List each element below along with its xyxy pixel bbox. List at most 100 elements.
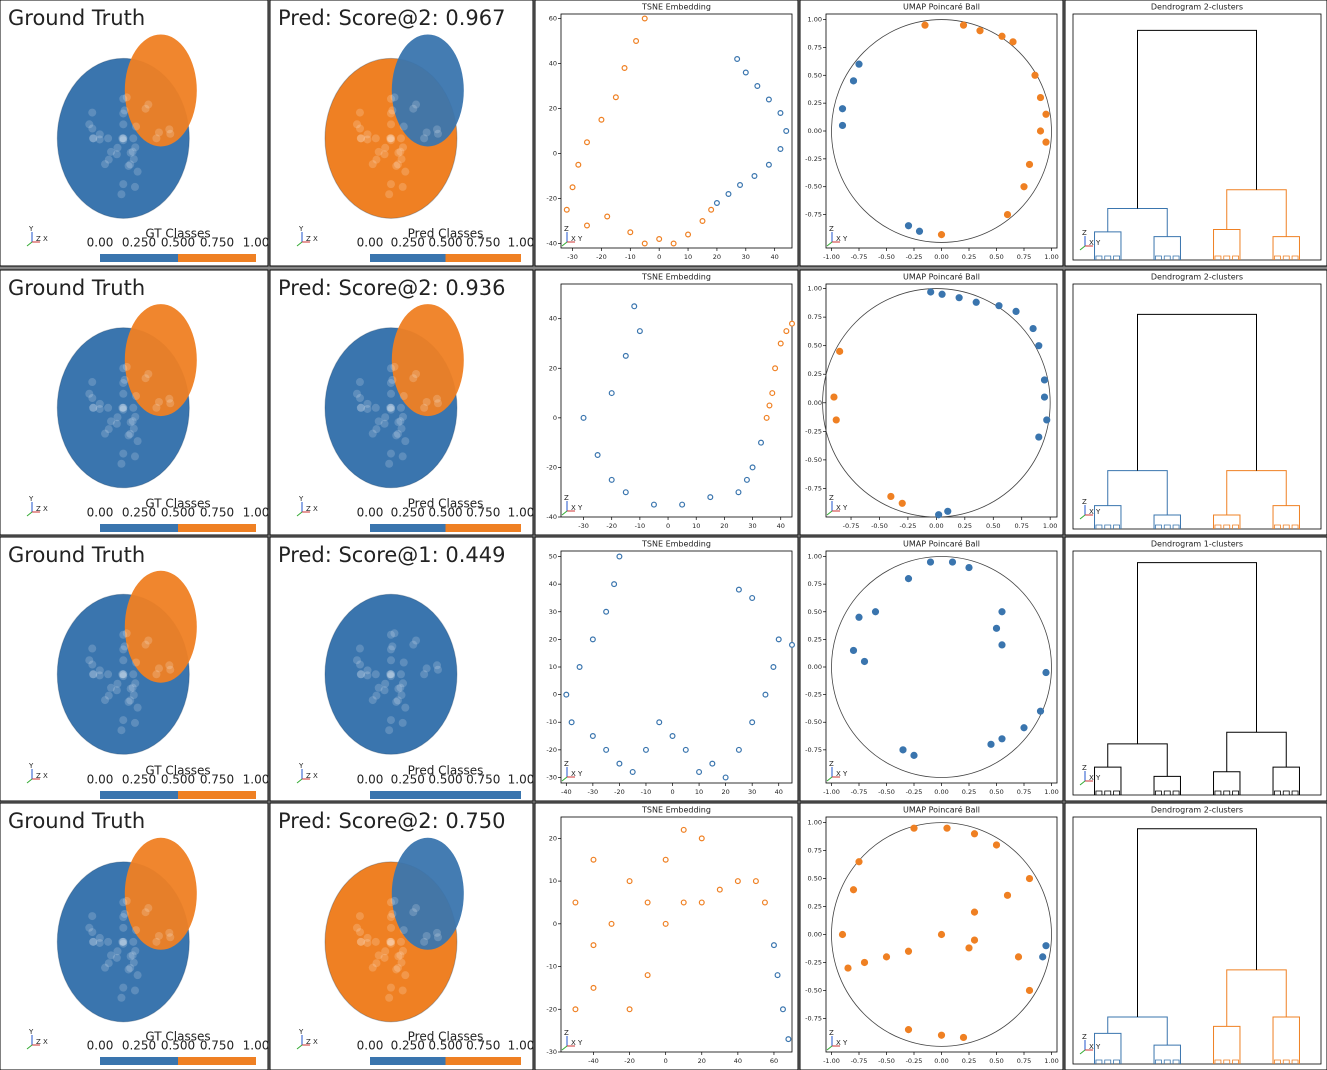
triad-label: Y	[28, 495, 34, 503]
y-tick-label: -0.75	[805, 484, 822, 492]
triad-label: Y	[298, 762, 304, 770]
point-texture	[119, 672, 128, 681]
scatter-point	[937, 231, 946, 239]
point-texture	[104, 691, 113, 700]
scatter-point	[626, 878, 633, 885]
scatter-point	[1025, 160, 1034, 169]
point-texture	[393, 963, 402, 972]
scatter-point	[832, 416, 840, 424]
point-texture	[119, 630, 128, 639]
scatter-point	[1036, 707, 1045, 715]
x-tick-label: -40	[588, 1057, 599, 1065]
point-texture	[374, 683, 383, 692]
triad-label: Z	[306, 235, 311, 243]
scatter-point	[682, 746, 689, 753]
plot-title: UMAP Poincaré Ball	[903, 539, 980, 549]
triad-axis	[561, 1045, 568, 1051]
dendrogram-link	[1153, 1044, 1181, 1064]
point-texture	[89, 670, 98, 679]
panel-background	[799, 0, 1064, 267]
point-texture	[129, 691, 138, 700]
x-tick-label: 10	[695, 788, 703, 796]
triad-label: Z	[306, 772, 311, 780]
point-texture	[422, 931, 431, 940]
triad-label: Z	[829, 760, 834, 768]
point-texture	[112, 953, 121, 962]
x-tick-label: 0.50	[989, 788, 1003, 796]
triad-label: X	[313, 235, 318, 243]
point-texture	[117, 993, 126, 1002]
scatter-point	[735, 746, 742, 753]
dendrogram-root	[1137, 29, 1257, 209]
point-texture	[119, 134, 128, 143]
point-texture	[433, 661, 442, 670]
scatter-point	[938, 290, 946, 298]
point-texture	[88, 928, 97, 937]
x-tick-label: 1.00	[1044, 788, 1058, 796]
point-texture	[368, 160, 377, 169]
point-texture	[101, 429, 110, 438]
point-texture	[130, 452, 139, 461]
triad-axis	[826, 510, 833, 516]
point-texture	[390, 629, 399, 638]
triad-label: X	[43, 235, 48, 243]
point-texture	[128, 951, 137, 960]
scatter-point	[1040, 393, 1049, 401]
point-texture	[132, 392, 141, 401]
colorbar-segment	[445, 524, 521, 532]
point-texture	[385, 190, 394, 199]
dendrogram-leaf	[1113, 1059, 1120, 1064]
point-texture	[356, 660, 365, 669]
scatter-point	[590, 856, 597, 863]
point-texture	[397, 424, 406, 433]
point-texture	[132, 122, 141, 131]
point-texture	[119, 403, 128, 412]
scatter-point	[783, 128, 790, 135]
colorbar-tick-label: 0.750	[200, 236, 234, 250]
triad-label: Y	[28, 762, 34, 770]
scatter-point	[992, 841, 1001, 849]
colorbar-label: GT Classes	[145, 497, 210, 511]
scatter-point	[860, 657, 869, 666]
point-texture	[113, 947, 122, 956]
x-tick-label: -1.00	[823, 1057, 840, 1065]
scatter-point	[915, 227, 924, 235]
point-texture	[101, 696, 110, 705]
y-tick-label: -0.25	[805, 691, 822, 699]
dendrogram-leaf	[1214, 1059, 1222, 1064]
scatter-point	[590, 984, 597, 991]
triad-axis	[826, 1045, 833, 1051]
dendrogram-leaf	[1214, 790, 1222, 795]
point-texture	[399, 122, 408, 131]
panel: TSNE Embedding -40 -20 0 20 40 60 -30 -20 -10 0 10 2…	[534, 802, 799, 1070]
point-texture	[118, 403, 127, 412]
scatter-point	[680, 826, 687, 833]
scatter-point	[772, 365, 779, 372]
colorbar-tick-label: 0.250	[122, 773, 156, 787]
panel-title: Pred: Score@1: 0.449	[278, 543, 506, 567]
point-texture	[119, 136, 128, 145]
point-texture	[433, 394, 442, 403]
triad-label: Y	[842, 770, 848, 778]
triad-label: Z	[1082, 229, 1087, 237]
panel: Dendrogram 2-clusters ZX Y	[1064, 269, 1327, 536]
point-texture	[368, 429, 377, 438]
scatter-point	[838, 930, 847, 939]
point-texture	[386, 670, 395, 679]
y-tick-label: -0.75	[805, 1014, 822, 1022]
y-tick-label: -0.75	[805, 211, 822, 219]
x-tick-label: 1.00	[1043, 522, 1057, 530]
point-texture	[119, 939, 128, 948]
colorbar-tick-label: 1.00	[508, 1039, 535, 1053]
scatter-point	[563, 206, 570, 213]
y-tick-label: 20	[549, 834, 557, 842]
dendrogram-leaf	[1274, 524, 1281, 529]
point-texture	[386, 630, 395, 639]
point-texture	[394, 952, 403, 961]
point-texture	[119, 645, 128, 654]
point-texture	[386, 449, 395, 458]
plot-frame	[1072, 283, 1322, 530]
point-texture	[374, 951, 383, 960]
scatter-point	[699, 218, 706, 225]
dendrogram-leaf	[1155, 1059, 1162, 1064]
